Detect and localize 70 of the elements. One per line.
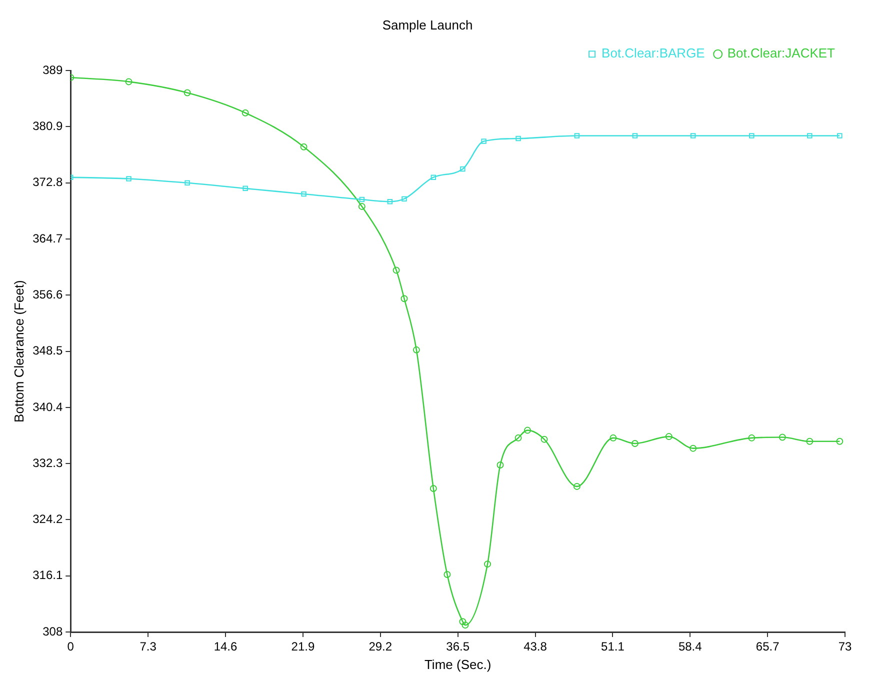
x-tick-label: 65.7 [756,640,780,654]
y-axis-title: Bottom Clearance (Feet) [11,280,26,422]
point [412,346,420,354]
y-tick-label: 308 [42,624,63,638]
x-tick-label: 7.3 [140,640,157,654]
point [460,166,466,172]
point [514,434,522,442]
point [574,133,580,138]
x-tick-label: 21.9 [291,640,315,654]
point [444,570,451,578]
point [690,444,697,452]
point [359,196,365,202]
point [392,266,400,274]
x-axis-title: Time (Sec.) [424,656,492,672]
point [836,438,844,445]
legend-label: Bot.Clear:JACKET [727,46,836,61]
point [632,133,638,138]
y-tick-label: 316.1 [32,568,63,582]
x-tick-label: 51.1 [601,640,625,654]
point [462,622,469,629]
point [430,174,436,180]
point [358,202,366,210]
y-tick-label: 389 [42,62,63,77]
point [402,196,407,202]
point [748,434,756,442]
point [400,295,408,302]
point [126,176,132,182]
point [540,436,548,443]
point [430,485,437,492]
y-tick-label: 348.5 [32,344,63,358]
point [496,461,504,468]
point [778,434,786,441]
point [524,426,532,434]
point [749,133,754,138]
legend-label: Bot.Clear:BARGE [602,46,706,61]
point [484,560,492,568]
y-tick-label: 356.6 [32,287,63,302]
x-tick-label: 0 [67,640,74,654]
point [837,133,842,138]
y-tick-label: 324.2 [32,512,63,526]
point [481,138,486,144]
point [459,618,466,626]
x-tick-label: 14.6 [214,640,238,654]
x-tick-label: 73 [838,640,852,654]
x-tick-label: 36.5 [446,640,470,654]
x-tick-label: 58.4 [678,640,702,654]
point [665,433,672,440]
point [573,482,580,490]
point [242,186,248,192]
point [631,440,638,447]
point [610,434,617,442]
point [807,133,812,138]
point [516,136,521,142]
y-tick-label: 364.7 [32,231,63,246]
point [125,78,132,86]
chart-title: Sample Launch [382,17,473,32]
point [690,133,696,138]
point [184,180,190,186]
point [301,191,306,197]
y-tick-label: 340.4 [32,400,63,414]
y-tick-label: 372.8 [32,175,63,190]
y-tick-label: 380.9 [32,119,63,134]
point [242,109,249,116]
point [806,438,814,445]
point [387,198,393,204]
y-tick-label: 332.3 [32,456,63,470]
x-tick-label: 29.2 [368,640,392,654]
x-tick-label: 43.8 [524,640,548,654]
point [184,89,191,96]
point [300,143,308,150]
